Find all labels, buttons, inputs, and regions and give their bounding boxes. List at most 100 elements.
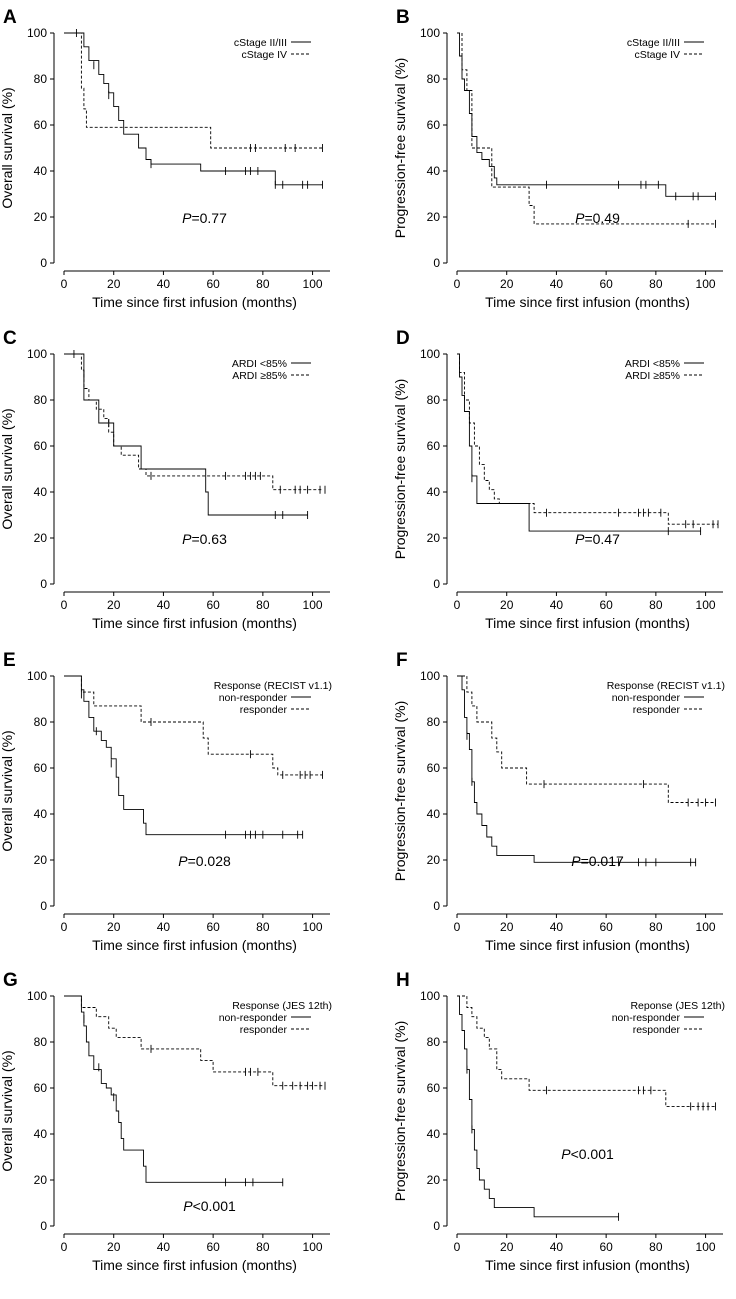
x-tick-label: 0	[454, 598, 461, 612]
y-tick-label: 20	[34, 1173, 48, 1187]
x-tick-label: 0	[61, 598, 68, 612]
legend-title: Response (JES 12th)	[232, 1000, 332, 1012]
legend-label: ARDI <85%	[625, 358, 680, 370]
legend: Response (RECIST v1.1)non-responderrespo…	[607, 680, 725, 716]
x-tick-label: 40	[550, 1240, 564, 1254]
panel-letter: B	[396, 7, 410, 28]
y-tick-label: 100	[27, 26, 47, 40]
legend-label: cStage II/III	[234, 37, 287, 49]
legend: Response (JES 12th)non-responderresponde…	[219, 1000, 332, 1036]
x-tick-label: 100	[696, 1240, 716, 1254]
legend-label: ARDI ≥85%	[232, 370, 287, 382]
legend: ARDI <85%ARDI ≥85%	[232, 358, 311, 382]
y-tick-label: 60	[34, 118, 48, 132]
survival-curve	[64, 32, 323, 186]
panel-letter: D	[396, 328, 410, 349]
y-tick-label: 0	[40, 256, 47, 270]
x-tick-label: 100	[303, 1240, 323, 1254]
legend-label: non-responder	[612, 692, 681, 704]
x-tick-label: 0	[61, 277, 68, 291]
x-tick-label: 80	[256, 277, 270, 291]
panel-letter: E	[3, 650, 16, 671]
y-axis-title: Progression-free survival (%)	[392, 58, 408, 239]
p-value-label: P=0.017	[571, 853, 624, 869]
x-axis-title: Time since first infusion (months)	[485, 294, 690, 310]
x-tick-label: 0	[454, 277, 461, 291]
x-tick-label: 0	[454, 920, 461, 934]
y-tick-label: 0	[40, 577, 47, 591]
y-tick-label: 80	[427, 393, 441, 407]
series-dashed	[457, 675, 716, 807]
series-solid	[457, 32, 716, 201]
y-tick-label: 0	[433, 256, 440, 270]
y-axis-title: Progression-free survival (%)	[392, 701, 408, 882]
series-dashed	[457, 32, 716, 228]
x-tick-label: 20	[500, 1240, 514, 1254]
x-tick-label: 80	[649, 1240, 663, 1254]
y-axis-title: Progression-free survival (%)	[392, 379, 408, 560]
survival-curve	[457, 32, 716, 197]
x-tick-label: 20	[107, 920, 121, 934]
x-tick-label: 20	[500, 277, 514, 291]
series-solid	[64, 675, 304, 839]
survival-curve	[64, 675, 323, 776]
panel-e: E 0 20 40 60 80 100 0 20 40 60 80 100 Time since firs…	[0, 650, 332, 953]
legend-label: responder	[240, 1024, 288, 1036]
y-axis-title: Overall survival (%)	[0, 730, 15, 851]
y-tick-label: 100	[420, 26, 440, 40]
x-tick-label: 100	[303, 920, 323, 934]
legend-label: cStage IV	[634, 49, 680, 61]
survival-curve	[457, 675, 716, 803]
y-tick-label: 40	[34, 807, 48, 821]
legend-label: responder	[240, 704, 288, 716]
x-tick-label: 20	[107, 277, 121, 291]
legend-label: responder	[633, 1024, 681, 1036]
panel-a: A 0 20 40 60 80 100 0 20 40 60 80 100 Time since firs…	[0, 7, 330, 310]
y-tick-label: 100	[27, 347, 47, 361]
legend-title: Response (RECIST v1.1)	[607, 680, 725, 692]
y-tick-label: 80	[34, 1035, 48, 1049]
legend-label: non-responder	[612, 1012, 681, 1024]
y-tick-label: 40	[427, 485, 441, 499]
p-value-label: P=0.77	[182, 210, 227, 226]
y-tick-label: 100	[420, 669, 440, 683]
y-axis-title: Overall survival (%)	[0, 408, 15, 529]
y-tick-label: 40	[427, 807, 441, 821]
x-tick-label: 40	[550, 598, 564, 612]
y-tick-label: 60	[34, 1081, 48, 1095]
series-solid	[457, 995, 620, 1221]
survival-curve	[457, 353, 701, 532]
y-tick-label: 40	[34, 485, 48, 499]
panel-letter: C	[3, 328, 17, 349]
panel-f: F 0 20 40 60 80 100 0 20 40 60 80 100 Time since firs…	[392, 650, 725, 953]
y-tick-label: 100	[420, 347, 440, 361]
legend-label: non-responder	[219, 1012, 288, 1024]
panel-d: D 0 20 40 60 80 100 0 20 40 60 80 100 Time since firs…	[392, 328, 723, 631]
y-tick-label: 60	[427, 1081, 441, 1095]
y-tick-label: 80	[427, 1035, 441, 1049]
p-value-label: P=0.63	[182, 531, 227, 547]
x-tick-label: 20	[500, 920, 514, 934]
survival-curve	[457, 353, 718, 525]
survival-curve	[457, 675, 696, 863]
x-tick-label: 80	[649, 598, 663, 612]
y-tick-label: 40	[34, 1127, 48, 1141]
y-axis-title: Overall survival (%)	[0, 1050, 15, 1171]
x-tick-label: 80	[256, 1240, 270, 1254]
x-axis-title: Time since first infusion (months)	[485, 1257, 690, 1273]
legend-title: Response (RECIST v1.1)	[214, 680, 332, 692]
y-tick-label: 80	[34, 715, 48, 729]
x-tick-label: 60	[206, 277, 220, 291]
survival-curve	[64, 32, 323, 149]
x-tick-label: 80	[649, 277, 663, 291]
legend-label: non-responder	[219, 692, 288, 704]
y-tick-label: 20	[427, 531, 441, 545]
y-tick-label: 100	[420, 989, 440, 1003]
p-value-label: P=0.47	[575, 531, 620, 547]
panel-letter: G	[3, 970, 18, 991]
x-tick-label: 20	[500, 598, 514, 612]
panel-g: G 0 20 40 60 80 100 0 20 40 60 80 100 Time since firs…	[0, 970, 332, 1273]
y-tick-label: 20	[427, 1173, 441, 1187]
series-dashed	[64, 675, 323, 779]
